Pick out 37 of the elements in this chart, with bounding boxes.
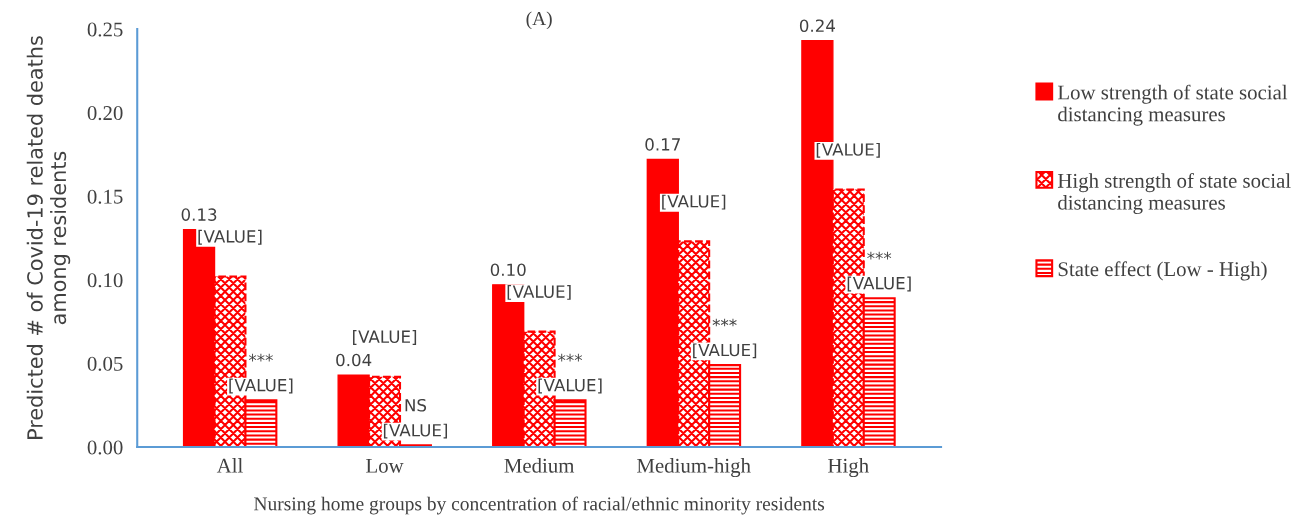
data-label: 0.10 [490, 263, 526, 277]
chart-title: (A) [526, 11, 552, 30]
data-label: [VALUE] [507, 284, 571, 300]
text: 0.25 [87, 22, 123, 37]
data-label: [VALUE] [816, 142, 880, 158]
annotation: *** [867, 251, 892, 260]
data-label: [VALUE] [847, 276, 911, 292]
x-tick-label: High [828, 458, 869, 478]
x-tick-label: Low [366, 458, 404, 473]
text: 0.10 [87, 273, 123, 288]
y-axis-title: Predicted # of Covid-19 related deaths among residents [26, 36, 71, 439]
data-label: [VALUE] [353, 330, 417, 345]
legend-label: High strength of state social distancing measures [1057, 172, 1291, 214]
data-label: [VALUE] [538, 378, 602, 394]
data-label: [VALUE] [198, 229, 262, 245]
data-label: [VALUE] [383, 423, 448, 439]
x-tick-label: All [216, 458, 243, 473]
legend-label: State effect (Low - High) [1058, 261, 1267, 281]
annotation: *** [248, 353, 273, 362]
data-label: [VALUE] [662, 194, 726, 210]
data-label: [VALUE] [693, 343, 757, 359]
legend-label: Low strength of state social distancing measures [1057, 84, 1288, 126]
data-label: 0.17 [645, 138, 680, 151]
x-tick-label: Medium [504, 458, 575, 473]
data-label: 0.24 [799, 19, 835, 33]
text: 0.05 [87, 356, 123, 371]
text: 0.20 [87, 106, 123, 121]
annotation: *** [712, 318, 737, 327]
data-label: [VALUE] [229, 378, 293, 394]
data-label: 0.04 [336, 353, 372, 367]
x-tick-label: Medium-high [637, 458, 751, 478]
x-axis-title: Nursing home groups by concentration of racial/ethnic minority residents [254, 496, 825, 515]
text: 0.00 [87, 440, 123, 455]
text: 0.15 [87, 189, 123, 204]
data-label: 0.13 [181, 208, 217, 221]
annotation: *** [558, 353, 583, 362]
annotation: NS [405, 398, 427, 412]
